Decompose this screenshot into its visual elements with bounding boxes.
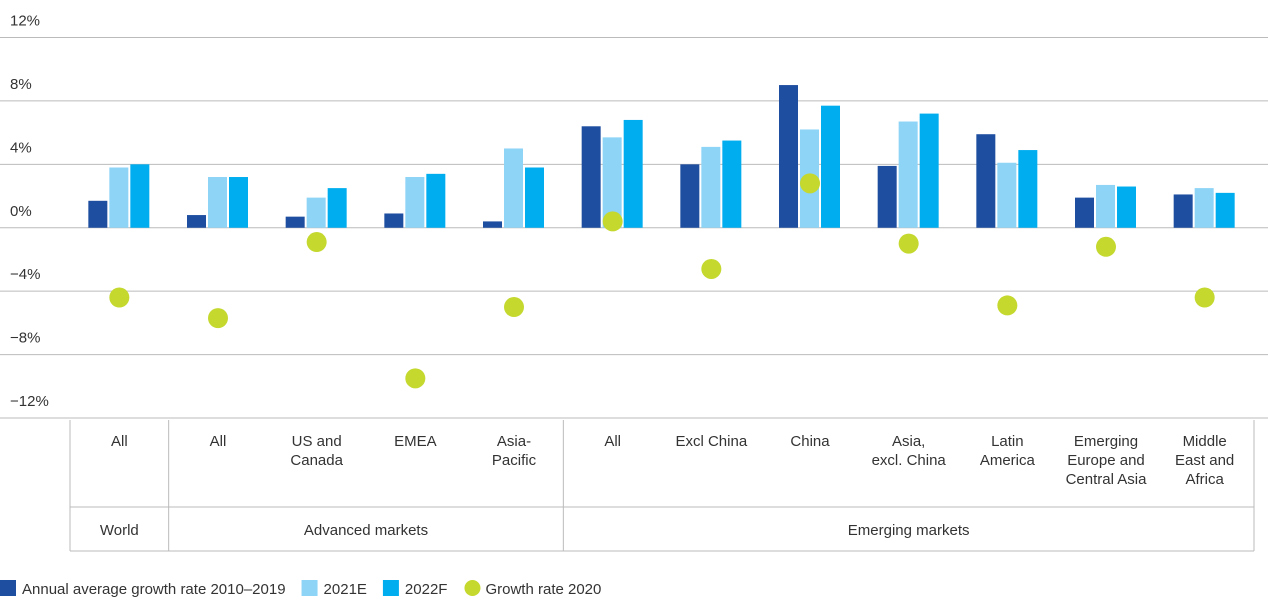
bar [229, 177, 248, 228]
bar [701, 146, 721, 228]
bar [109, 167, 129, 228]
legend-label: 2021E [324, 581, 367, 597]
dot [701, 258, 722, 279]
x-tick-label: US and Canada [290, 433, 343, 469]
bar [504, 148, 523, 228]
x-tick-label: All [210, 433, 227, 450]
group-label: Advanced markets [304, 522, 428, 539]
legend-marker [382, 580, 399, 596]
x-tick-label: All [604, 433, 621, 450]
bar [1173, 194, 1193, 228]
legend-label: 2022F [405, 581, 448, 597]
dot [504, 297, 524, 318]
bar [1018, 150, 1038, 228]
bar [821, 105, 840, 228]
bar [306, 197, 326, 228]
group-label: Emerging markets [848, 522, 970, 539]
bar [384, 213, 404, 228]
bar [1117, 186, 1136, 228]
x-tick-label: Excl China [675, 433, 747, 450]
y-tick-label: −8% [10, 330, 40, 347]
legend-marker [301, 580, 318, 596]
bar [208, 177, 227, 228]
dot [208, 308, 228, 329]
bar [779, 85, 798, 228]
x-tick-label: Middle East and Africa [1175, 433, 1234, 488]
bar [997, 162, 1017, 228]
legend-label: Annual average growth rate 2010–2019 [22, 581, 286, 597]
bar [877, 165, 897, 228]
legend-label: Growth rate 2020 [485, 581, 601, 597]
bar [623, 119, 643, 228]
bar [285, 216, 305, 228]
x-tick-label: Asia-Pacific [492, 433, 537, 469]
dot [109, 287, 130, 308]
bar [525, 167, 544, 228]
bar [898, 121, 918, 228]
y-tick-label: −12% [10, 393, 49, 410]
dot [306, 232, 327, 253]
bar [187, 215, 206, 228]
bar [483, 221, 502, 228]
x-tick-label: China [790, 433, 830, 450]
x-tick-label: Latin America [980, 433, 1036, 469]
bar [976, 134, 996, 228]
dot [405, 368, 426, 389]
dot [1194, 287, 1215, 308]
bar [405, 177, 425, 228]
bar [919, 113, 939, 228]
bar [327, 188, 347, 228]
bar [581, 126, 601, 228]
x-tick-label: EMEA [394, 433, 437, 450]
y-tick-label: 8% [10, 76, 32, 93]
bar [1096, 184, 1115, 228]
legend-marker [0, 580, 16, 596]
bar [88, 200, 108, 228]
x-tick-label: Emerging Europe and Central Asia [1066, 433, 1148, 488]
bar [602, 137, 622, 228]
dot [602, 211, 623, 232]
y-tick-label: −4% [10, 266, 40, 283]
dot [898, 233, 919, 254]
bar [1194, 188, 1214, 228]
bar [1215, 192, 1235, 228]
dot [1096, 236, 1116, 257]
y-tick-label: 0% [10, 203, 32, 220]
y-tick-label: 12% [10, 13, 40, 30]
dot [997, 295, 1018, 316]
bar [722, 140, 742, 228]
y-tick-label: 4% [10, 139, 32, 156]
x-tick-label: All [111, 433, 128, 450]
x-tick-label: Asia, excl. China [872, 433, 947, 469]
group-label: World [100, 522, 139, 539]
dot [800, 173, 820, 194]
bar [680, 164, 700, 228]
bar [130, 164, 150, 228]
bar [1075, 197, 1094, 228]
legend-marker [464, 580, 481, 596]
bar [426, 173, 446, 228]
